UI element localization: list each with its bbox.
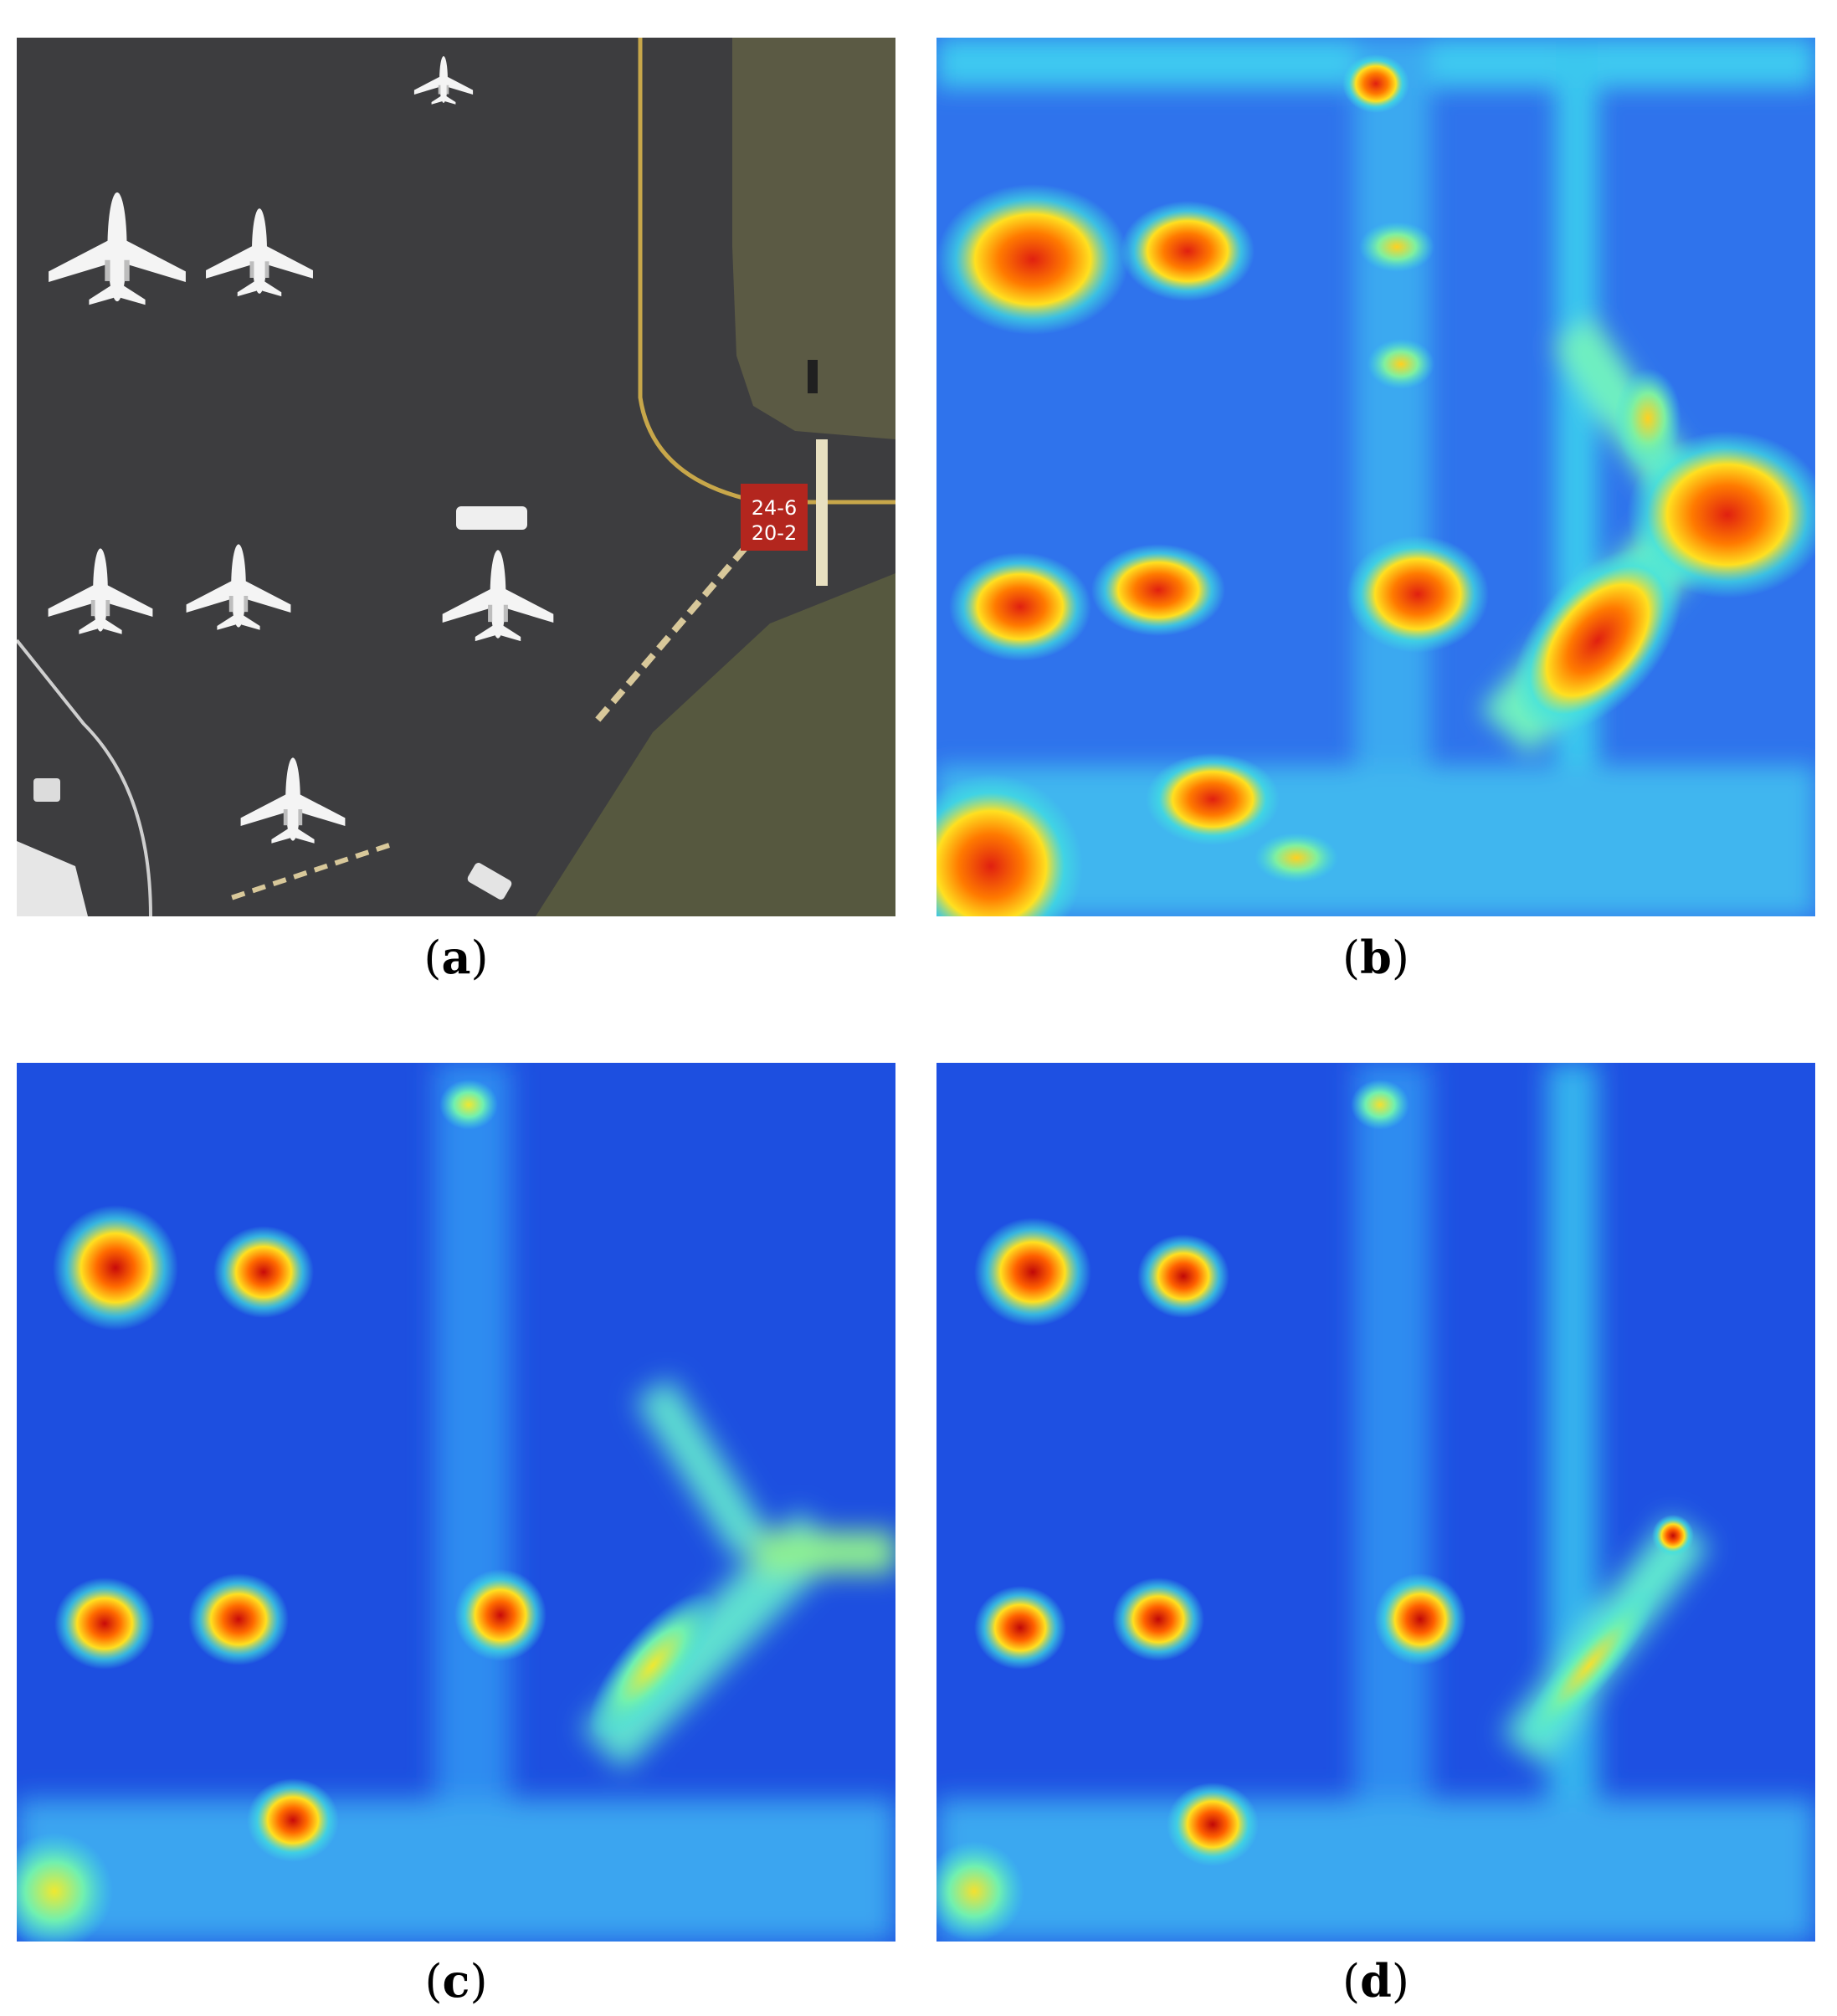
caption-d: (d): [1342, 1954, 1409, 2008]
heat-blob: [1146, 753, 1280, 845]
heatmap-b: [936, 38, 1815, 916]
heat-blob: [1512, 547, 1683, 733]
grass-top-right: [732, 38, 895, 439]
heat-blob: [1627, 431, 1815, 598]
heatmap-panel-b: [936, 38, 1815, 916]
runway-marking-line1: 24-6: [752, 496, 797, 520]
vehicle: [456, 506, 527, 530]
caption-a-letter: a: [441, 931, 471, 984]
heat-blob: [188, 1573, 289, 1665]
hangar-roof: [17, 841, 88, 916]
heat-blob: [936, 774, 1083, 916]
heat-blob: [247, 1778, 339, 1862]
heat-blob: [213, 1226, 314, 1318]
heat-blob: [1374, 1573, 1466, 1665]
heat-blob: [936, 184, 1129, 335]
runway-sign: [741, 484, 808, 551]
heat-blob: [53, 1205, 178, 1331]
heat-blob: [54, 1577, 155, 1670]
heatmap-d: [936, 1063, 1815, 1942]
caption-c: (c): [424, 1954, 488, 2008]
heat-blob: [974, 1218, 1091, 1326]
heat-blob: [1342, 54, 1409, 113]
heat-blob: [1112, 1577, 1204, 1661]
heat-blob: [974, 1586, 1066, 1670]
heat-blob: [454, 1569, 546, 1661]
heat-blob: [1091, 544, 1225, 636]
aerial-photo-panel: 24-6 20-2: [17, 38, 895, 916]
heat-blob: [1137, 1234, 1229, 1318]
heat-blob: [1167, 1783, 1259, 1866]
caption-d-letter: d: [1360, 1954, 1392, 2008]
heat-blob: [949, 552, 1091, 661]
caption-c-letter: c: [442, 1954, 470, 2008]
caption-b: (b): [1342, 931, 1409, 984]
caption-a: (a): [423, 931, 489, 984]
heat-blob: [1121, 201, 1255, 301]
heatmap-panel-d: [936, 1063, 1815, 1942]
heatmap-c: [17, 1063, 895, 1942]
taxiway-dashes: [591, 546, 748, 726]
runway-marking-line2: 20-2: [752, 521, 797, 545]
caption-b-letter: b: [1360, 931, 1392, 984]
heatmap-panel-c: [17, 1063, 895, 1942]
grass-bottom-right: [536, 573, 895, 916]
holding-bar: [816, 439, 828, 586]
aerial-photo: 24-6 20-2: [17, 38, 895, 916]
heat-blob: [1347, 536, 1489, 653]
vehicle: [33, 778, 60, 802]
vehicle: [467, 863, 512, 900]
